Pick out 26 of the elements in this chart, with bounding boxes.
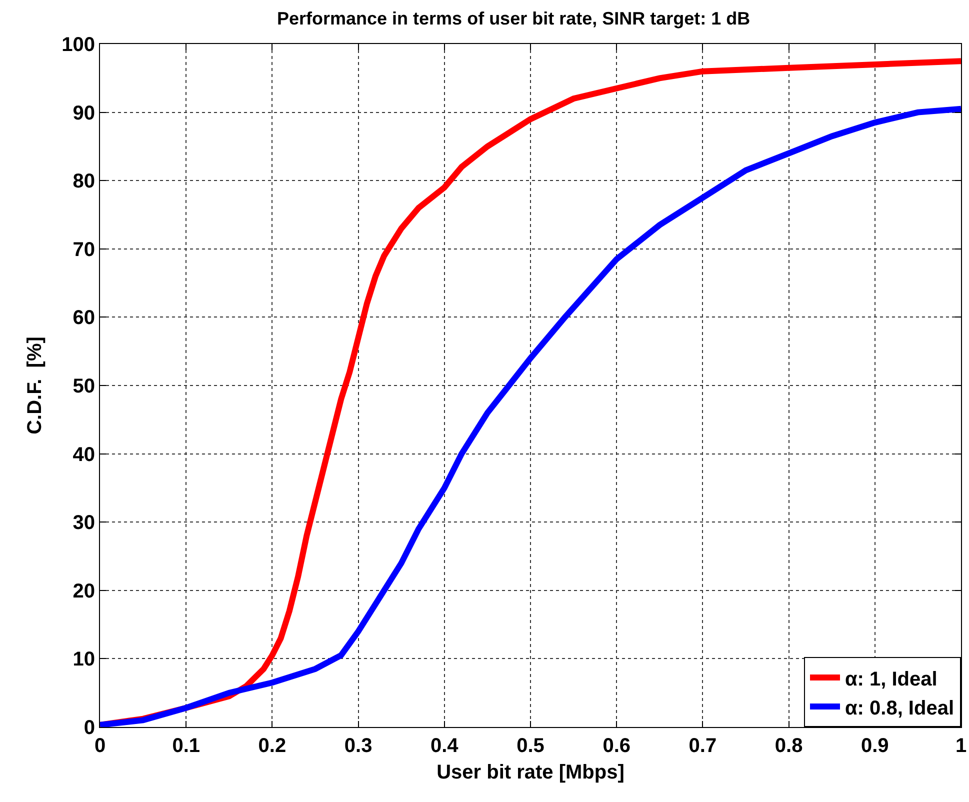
- x-tick-label: 0.2: [258, 735, 286, 757]
- x-tick-label: 0.4: [430, 735, 460, 757]
- y-tick-label: 100: [62, 34, 95, 56]
- y-tick-label: 70: [72, 238, 95, 261]
- x-tick-label: 0.7: [688, 735, 717, 757]
- y-tick-label: 40: [72, 444, 95, 466]
- y-tick-label: 0: [84, 717, 95, 739]
- x-tick-label: 1: [955, 735, 967, 757]
- x-tick-label: 0.8: [774, 735, 803, 757]
- x-tick-label: 0.3: [344, 735, 372, 757]
- x-tick-label: 0.6: [602, 735, 631, 757]
- y-tick-label: 30: [72, 512, 95, 534]
- x-tick-label: 0.5: [516, 735, 544, 757]
- x-axis-title: User bit rate [Mbps]: [436, 762, 624, 784]
- x-tick-label: 0.9: [860, 735, 889, 757]
- y-axis-title: C.D.F. [%]: [24, 336, 46, 434]
- y-tick-label: 60: [72, 307, 95, 330]
- legend-label: α: 1, Ideal: [845, 668, 938, 690]
- y-tick-label: 80: [72, 170, 95, 193]
- y-tick-label: 10: [72, 648, 95, 671]
- y-tick-label: 20: [72, 580, 95, 602]
- chart-title: Performance in terms of user bit rate, SINR target: 1 dB: [277, 8, 750, 29]
- legend-label: α: 0.8, Ideal: [845, 697, 954, 720]
- y-tick-label: 50: [72, 376, 95, 398]
- y-tick-label: 90: [72, 102, 95, 124]
- x-tick-label: 0.1: [172, 735, 200, 757]
